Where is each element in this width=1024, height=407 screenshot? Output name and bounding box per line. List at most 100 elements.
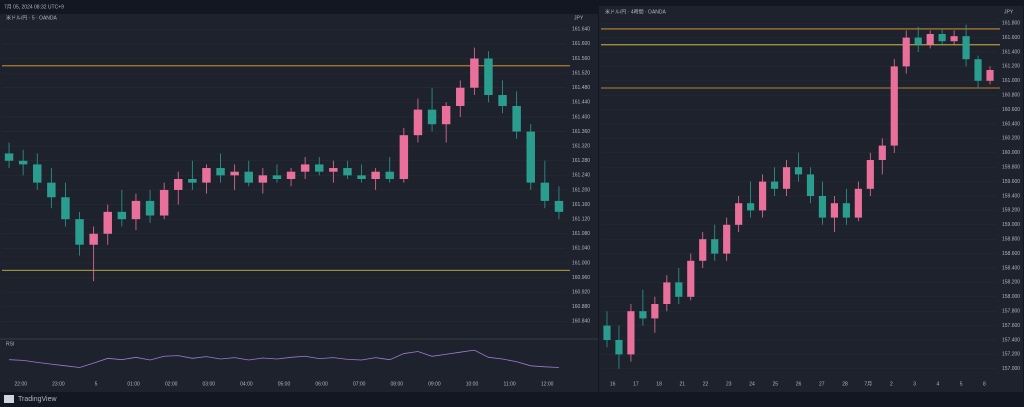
candle-body <box>441 105 451 125</box>
y-tick-label: 159.600 <box>1002 179 1020 185</box>
candle-body <box>878 145 886 160</box>
candle-body <box>639 311 647 319</box>
candle-body <box>230 171 239 176</box>
candle-body <box>258 175 268 183</box>
y-tick-label: 160.000 <box>1002 150 1020 156</box>
candle-body <box>926 34 934 45</box>
y-tick-label: 161.200 <box>572 187 590 193</box>
x-tick-label: 10:00 <box>466 381 479 387</box>
candle-body <box>329 168 338 172</box>
y-tick-label: 157.200 <box>1002 352 1020 358</box>
x-tick-label: 3 <box>913 381 916 387</box>
x-tick-label: 23 <box>726 381 732 387</box>
x-tick-label: 16 <box>610 381 616 387</box>
candle-body <box>615 340 623 355</box>
candle-body <box>18 160 28 165</box>
y-tick-label: 161.000 <box>572 260 590 266</box>
y-tick-label: 161.600 <box>1002 35 1020 41</box>
y-tick-label: 161.000 <box>1002 78 1020 84</box>
candle-body <box>413 109 423 136</box>
candle-body <box>117 211 127 220</box>
y-tick-label: 160.600 <box>1002 107 1020 113</box>
candle-body <box>188 179 197 183</box>
candle-body <box>938 34 946 42</box>
y-tick-label: 160.840 <box>572 319 590 325</box>
x-tick-label: 5 <box>960 381 963 387</box>
candle-body <box>286 171 296 179</box>
right-pane <box>599 6 1023 392</box>
candle-body <box>427 109 437 125</box>
candle-body <box>540 182 550 201</box>
candle-body <box>651 304 659 319</box>
candle-body <box>202 168 211 183</box>
x-tick-label: 22 <box>703 381 709 387</box>
y-tick-label: 157.000 <box>1002 366 1020 372</box>
currency: JPY <box>1004 9 1014 15</box>
brand: TradingView <box>18 396 57 403</box>
x-tick-label: 11:00 <box>504 381 516 387</box>
y-tick-label: 161.160 <box>572 202 590 208</box>
candle-body <box>300 164 310 172</box>
x-tick-label: 8 <box>983 381 986 387</box>
x-tick-label: 22:00 <box>15 381 28 387</box>
candle-body <box>747 203 755 211</box>
y-tick-label: 158.600 <box>1002 251 1020 257</box>
x-tick-label: 23:00 <box>52 381 65 387</box>
candle-body <box>33 164 42 183</box>
x-tick-label: 5 <box>95 381 98 387</box>
y-tick-label: 161.640 <box>572 27 590 33</box>
candle-body <box>61 197 70 220</box>
y-tick-label: 161.560 <box>572 56 590 62</box>
y-tick-label: 157.800 <box>1002 309 1020 315</box>
candle-body <box>103 211 112 234</box>
logo <box>4 395 14 403</box>
y-tick-label: 160.880 <box>572 304 590 310</box>
candle-body <box>711 239 719 254</box>
y-tick-label: 158.000 <box>1002 294 1020 300</box>
x-tick-label: 2 <box>890 381 893 387</box>
candle-body <box>759 181 767 211</box>
chart-title: 米ドル/円 · 5 · OANDA <box>6 14 58 21</box>
x-tick-label: 08:00 <box>391 381 404 387</box>
x-tick-label: 02:00 <box>165 381 178 387</box>
candle-body <box>315 164 324 172</box>
y-tick-label: 161.040 <box>572 246 590 252</box>
y-tick-label: 161.400 <box>572 114 590 120</box>
candle-body <box>371 171 380 179</box>
x-tick-label: 4 <box>937 381 940 387</box>
y-tick-label: 161.600 <box>572 41 590 47</box>
x-tick-label: 18 <box>656 381 662 387</box>
x-tick-label: 05:00 <box>278 381 291 387</box>
y-tick-label: 159.400 <box>1002 193 1020 199</box>
y-tick-label: 157.600 <box>1002 323 1020 329</box>
candle-body <box>627 311 635 355</box>
y-tick-label: 161.480 <box>572 85 590 91</box>
y-tick-label: 161.200 <box>1002 64 1020 70</box>
candle-body <box>512 105 521 132</box>
candle-body <box>47 182 56 198</box>
candle-body <box>842 203 850 218</box>
y-tick-label: 161.360 <box>572 129 590 135</box>
y-tick-label: 161.080 <box>572 231 590 237</box>
candle-body <box>723 224 731 254</box>
candle-body <box>399 135 409 179</box>
x-tick-label: 24 <box>749 381 755 387</box>
candle-body <box>216 168 225 176</box>
x-tick-label: 06:00 <box>315 381 328 387</box>
candle-body <box>794 167 803 175</box>
y-tick-label: 161.120 <box>572 216 590 222</box>
candle-body <box>890 66 898 146</box>
y-tick-label: 158.800 <box>1002 237 1020 243</box>
y-tick-label: 159.800 <box>1002 165 1020 171</box>
candle-body <box>770 181 779 189</box>
candle-body <box>818 196 827 218</box>
candle-body <box>174 179 183 190</box>
candle-body <box>244 171 253 183</box>
candle-body <box>357 175 366 179</box>
y-tick-label: 160.960 <box>572 275 590 281</box>
y-tick-label: 161.320 <box>572 143 590 149</box>
candle-body <box>145 200 155 216</box>
y-tick-label: 160.200 <box>1002 136 1020 142</box>
left-pane <box>0 14 598 392</box>
